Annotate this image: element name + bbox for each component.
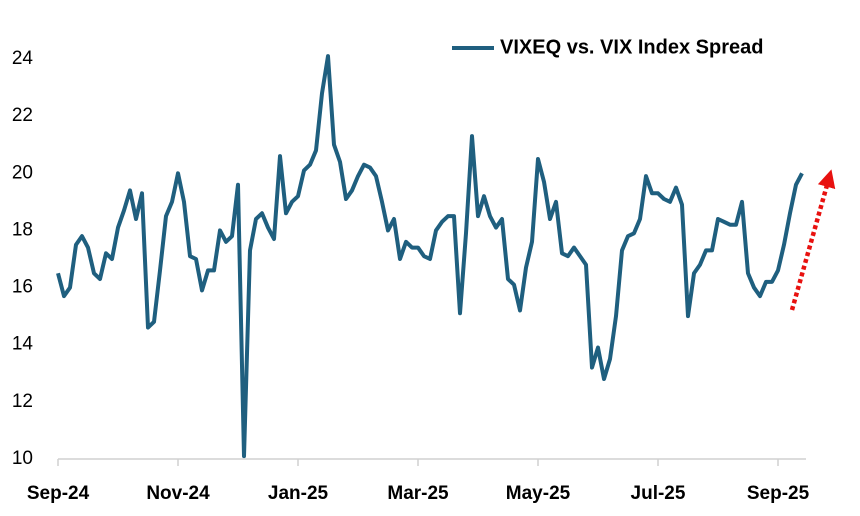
x-tick-label: Mar-25 [387,483,449,504]
y-tick-label: 20 [12,162,33,183]
x-tick-label: Jul-25 [631,483,686,504]
x-tick-label: Jan-25 [268,483,329,504]
y-tick-label: 14 [12,334,34,355]
legend-label: VIXEQ vs. VIX Index Spread [500,36,763,58]
x-tick-label: Nov-24 [146,483,210,504]
x-tick-label: Sep-24 [27,483,90,504]
x-tick-label: May-25 [506,483,571,504]
y-tick-label: 24 [12,48,34,69]
y-tick-label: 22 [12,105,33,126]
line-series [56,54,804,459]
y-tick-label: 10 [12,448,33,469]
x-tick-label: Sep-25 [747,483,810,504]
y-tick-label: 12 [12,391,33,412]
y-tick-label: 16 [12,277,33,298]
trend-arrow [789,169,836,311]
y-tick-label: 18 [12,219,33,240]
